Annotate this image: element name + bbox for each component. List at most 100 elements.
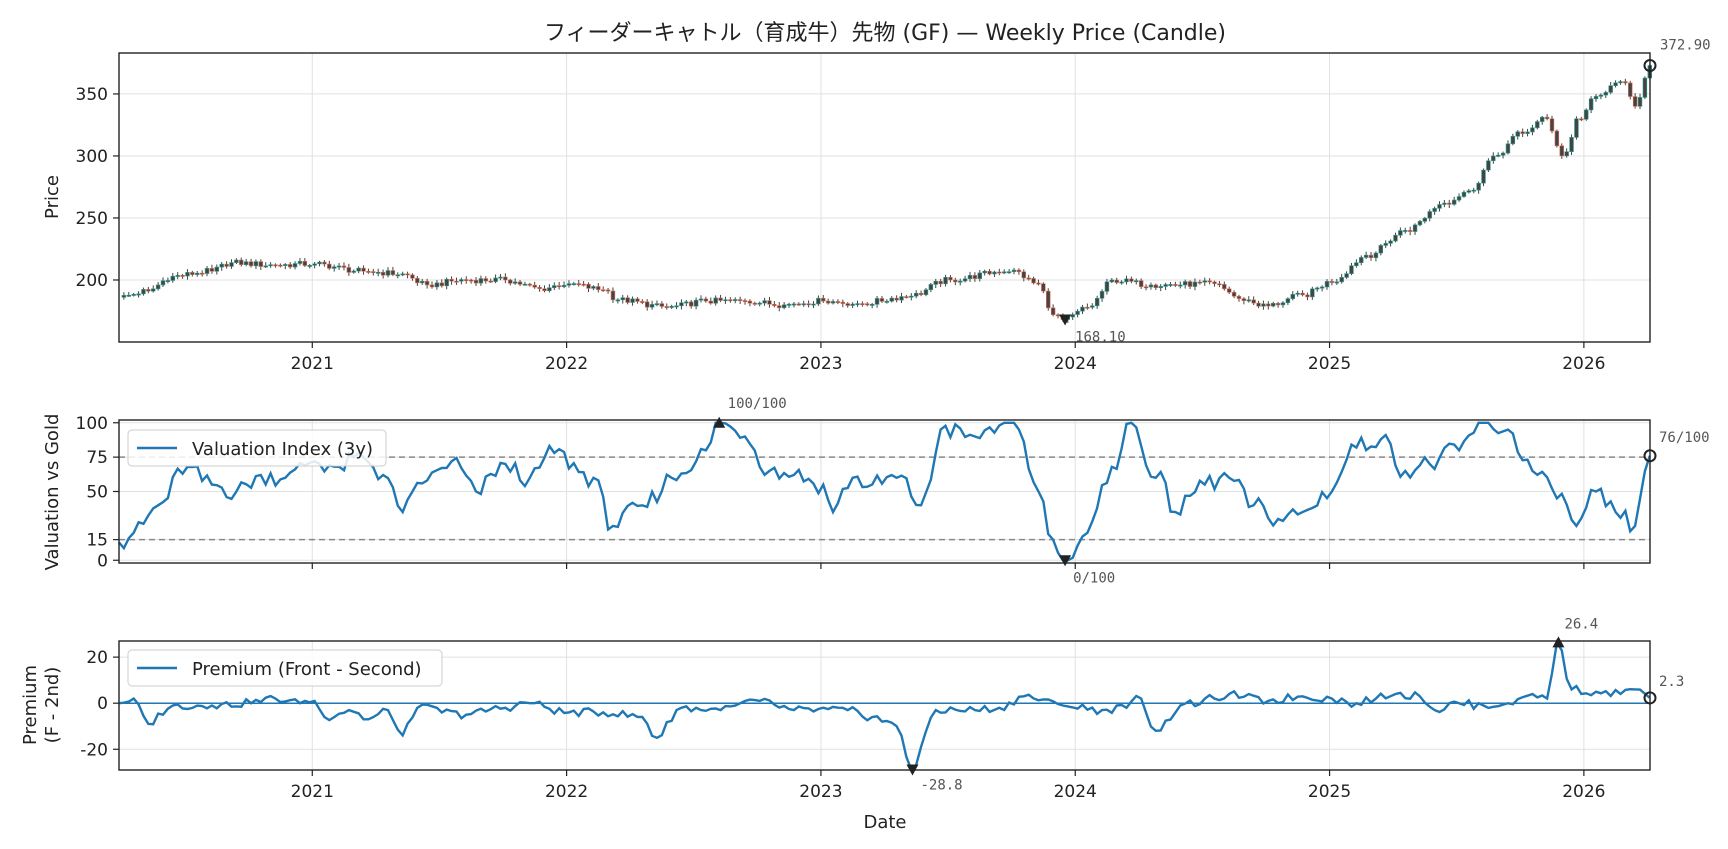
- candle-body: [821, 297, 826, 302]
- candle-body: [1241, 298, 1247, 301]
- candle-body: [1153, 284, 1159, 289]
- candle-body: [199, 272, 205, 275]
- candle-body: [1544, 116, 1550, 120]
- candle-body: [1500, 152, 1506, 156]
- candle-body: [635, 298, 640, 302]
- candle-body: [1031, 278, 1036, 284]
- candle-body: [1476, 182, 1481, 191]
- chart-title: フィーダーキャトル（育成牛）先物 (GF) — Weekly Price (Ca…: [544, 21, 1226, 46]
- candle-body: [1011, 269, 1017, 272]
- x-tick-label: 2023: [799, 354, 842, 374]
- x-tick-label: 2026: [1562, 782, 1605, 802]
- valuation-max-marker: [713, 416, 726, 428]
- candle-body: [1251, 299, 1256, 304]
- candle-body: [1295, 292, 1300, 295]
- candle-body: [444, 278, 449, 287]
- candle-body: [1104, 281, 1110, 292]
- candle-body: [121, 295, 127, 298]
- candle-body: [331, 266, 337, 269]
- candle-body: [1021, 271, 1026, 279]
- candle-body: [967, 275, 973, 280]
- candle-body: [928, 284, 934, 291]
- candle-body: [1632, 96, 1638, 107]
- candle-body: [1554, 130, 1560, 147]
- valuation-legend-box: [127, 429, 387, 467]
- premium-max-label: 26.4: [1564, 616, 1598, 632]
- candle-body: [356, 267, 361, 272]
- candle-body: [1080, 306, 1085, 312]
- candle-body: [1559, 145, 1564, 157]
- candle-body: [1085, 306, 1090, 309]
- candle-body: [806, 303, 811, 306]
- candle-body: [214, 266, 220, 272]
- candle-body: [229, 262, 234, 267]
- price-markers: [1059, 59, 1657, 326]
- valuation-legend-label: Valuation Index (3y): [192, 439, 373, 460]
- candle-body: [1359, 257, 1364, 264]
- valuation-panel: 015 50 75 100 Valuation vs Gold Valuation I…: [42, 396, 1710, 587]
- candle-body: [380, 271, 386, 276]
- premium-y-label: Premium: [20, 665, 41, 745]
- candle-body: [346, 267, 352, 273]
- candle-body: [850, 303, 855, 306]
- candle-body: [869, 304, 875, 306]
- candle-body: [649, 304, 655, 308]
- candle-body: [312, 263, 317, 266]
- candle-body: [1574, 118, 1579, 138]
- candle-body: [1437, 204, 1442, 209]
- candle-body: [390, 270, 396, 276]
- candle-body: [1608, 85, 1613, 93]
- candle-body: [1549, 118, 1555, 132]
- candle-body: [1197, 281, 1203, 284]
- candle-body: [1427, 211, 1432, 219]
- candle-body: [742, 300, 748, 302]
- candle-body: [693, 299, 699, 307]
- x-tick-label: 2021: [291, 782, 334, 802]
- candle-body: [610, 290, 616, 301]
- valuation-max-label: 100/100: [728, 396, 787, 412]
- premium-max-marker: [1552, 636, 1565, 648]
- candle-body: [410, 274, 415, 279]
- candle-body: [1324, 281, 1330, 288]
- candle-body: [884, 300, 890, 303]
- candle-body: [708, 300, 713, 304]
- candle-body: [953, 279, 958, 283]
- candle-body: [552, 285, 557, 289]
- candle-body: [1388, 240, 1393, 244]
- candle-body: [141, 289, 146, 295]
- candle-body: [1432, 208, 1437, 212]
- valuation-legend: Valuation Index (3y): [127, 429, 387, 467]
- candle-body: [840, 301, 846, 304]
- candle-body: [561, 284, 567, 288]
- candle-body: [287, 264, 293, 268]
- candle-body: [165, 280, 171, 282]
- candle-body: [527, 283, 533, 286]
- price-y-label: Price: [42, 175, 63, 219]
- candle-body: [958, 280, 963, 283]
- candle-body: [938, 280, 943, 285]
- candle-body: [566, 283, 572, 286]
- candle-body: [1006, 271, 1012, 274]
- candle-body: [605, 289, 611, 292]
- candle-body: [1598, 94, 1604, 97]
- candle-body: [1036, 282, 1041, 285]
- premium-y-label-2: (F - 2nd): [42, 667, 63, 744]
- candle-body: [1603, 92, 1608, 96]
- candle-body: [498, 276, 503, 279]
- y-tick-label: 75: [86, 448, 108, 468]
- candle-body: [781, 304, 787, 309]
- candle-body: [1217, 283, 1222, 286]
- candle-body: [1050, 307, 1056, 316]
- price-min-label: 168.10: [1075, 330, 1126, 346]
- candle-body: [1148, 284, 1154, 288]
- candle-body: [1261, 303, 1266, 307]
- candle-body: [185, 272, 190, 277]
- y-tick-label: 250: [76, 209, 108, 229]
- candle-body: [1363, 254, 1369, 258]
- candle-body: [669, 306, 674, 308]
- candle-body: [1271, 303, 1276, 307]
- candle-body: [728, 299, 733, 302]
- candle-body: [1515, 131, 1520, 137]
- x-tick-label: 2022: [545, 354, 588, 374]
- candle-body: [933, 280, 938, 285]
